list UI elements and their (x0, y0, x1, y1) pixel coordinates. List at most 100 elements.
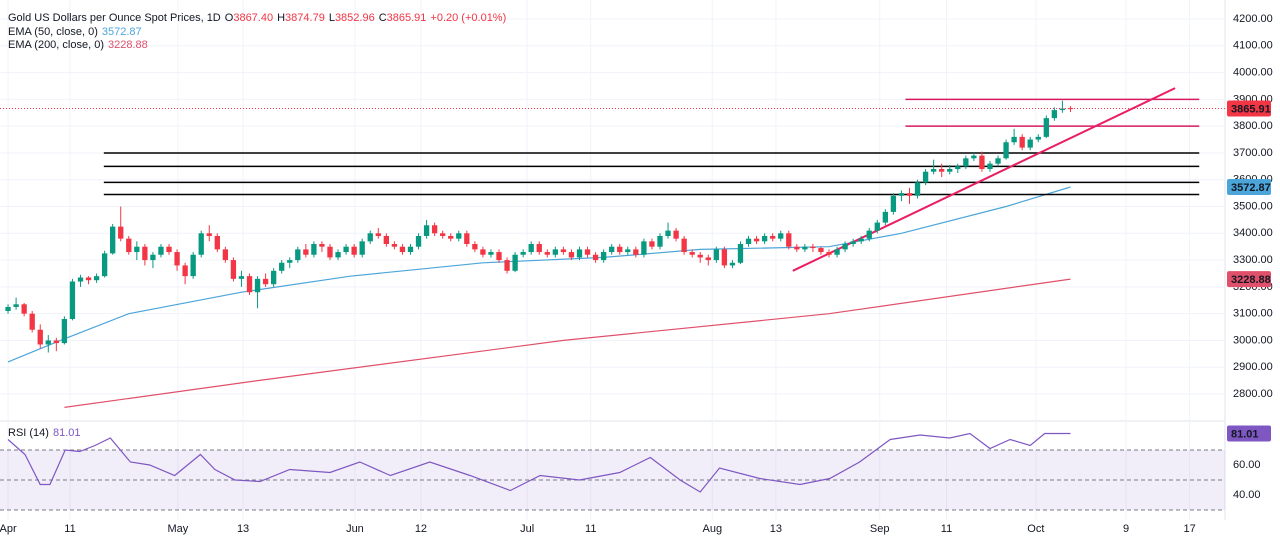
y-tick-label: 3100.00 (1233, 308, 1273, 320)
axis-tag (1227, 178, 1271, 195)
candle-body (810, 246, 816, 249)
y-tick-label: 4100.00 (1233, 40, 1273, 52)
axis-tag-label: 3865.91 (1231, 103, 1271, 115)
y-tick-label: 2900.00 (1233, 361, 1273, 373)
candle-body (552, 249, 559, 255)
candle-body (1043, 118, 1049, 137)
x-tick-label: 11 (585, 523, 596, 535)
candle-body (963, 158, 969, 167)
x-tick-label: 11 (941, 523, 952, 535)
candle-body (1019, 136, 1025, 148)
rsi-tick-label: 40.00 (1233, 489, 1261, 501)
candle-body (995, 158, 1001, 164)
candle-body (472, 244, 478, 250)
candle-body (592, 254, 599, 261)
candle-body (110, 226, 116, 254)
y-tick-label: 3500.00 (1233, 200, 1273, 212)
candle-body (955, 166, 961, 170)
candle-body (287, 260, 293, 263)
c-prefix: C (379, 12, 387, 24)
candle-body (198, 233, 204, 255)
candle-body (496, 252, 502, 261)
x-tick-label: 17 (1183, 523, 1195, 535)
candle-body (69, 281, 76, 320)
candle-body (1067, 108, 1074, 110)
candle-body (930, 169, 937, 172)
y-tick-label: 3400.00 (1233, 227, 1273, 239)
candle-body (625, 249, 631, 253)
candle-body (842, 244, 848, 250)
x-tick-label: 13 (237, 523, 249, 535)
candle-body (13, 304, 19, 307)
candle-body (29, 313, 35, 330)
candle-body (713, 249, 719, 261)
candle-body (786, 233, 792, 247)
l-prefix: L (329, 12, 335, 24)
x-tick-label: 9 (1123, 523, 1129, 535)
y-tick-label: 4000.00 (1233, 66, 1273, 78)
candle-body (689, 252, 695, 255)
x-tick-label: Oct (1027, 523, 1044, 535)
chart-header: Gold US Dollars per Ounce Spot Prices, 1… (8, 12, 506, 24)
legend-ema50: EMA (50, close, 0) 3572.87 (8, 26, 142, 38)
y-tick-label: 3800.00 (1233, 120, 1273, 132)
candle-body (77, 277, 84, 282)
candle-body (826, 252, 832, 255)
candle-body (456, 233, 462, 239)
rsi-name: RSI (14) (8, 427, 49, 439)
candle-body (407, 246, 414, 253)
candle-body (979, 155, 985, 170)
x-tick-label: 12 (415, 523, 427, 535)
candle-body (1011, 136, 1017, 143)
x-tick-label: Sep (870, 523, 890, 535)
candle-body (391, 244, 398, 247)
candle-body (947, 169, 953, 172)
candle-body (311, 244, 317, 255)
candle-body (794, 246, 800, 250)
axis-tag (1227, 100, 1271, 117)
candle-body (939, 169, 945, 172)
candle-body (906, 193, 913, 196)
candle-body (190, 254, 196, 277)
candle-body (182, 265, 188, 277)
candle-body (230, 260, 237, 279)
h-prefix: H (277, 12, 285, 24)
candle-body (134, 246, 140, 253)
candle-body (37, 329, 43, 345)
candle-body (142, 246, 148, 261)
axis-tag (1227, 425, 1271, 442)
o-prefix: O (225, 12, 234, 24)
x-tick-label: Jul (520, 523, 534, 535)
candle-body (971, 155, 977, 159)
rsi-value: 81.01 (53, 427, 81, 439)
candle-body (53, 340, 59, 344)
candle-body (93, 276, 100, 281)
candle-body (512, 254, 518, 271)
candle-body (214, 235, 220, 250)
candle-body (737, 244, 744, 263)
candle-body (778, 233, 784, 239)
x-tick-label: 11 (64, 523, 75, 535)
candle-body (576, 249, 583, 258)
rsi-line (7, 432, 1071, 493)
candle-body (399, 246, 406, 253)
candle-body (882, 211, 889, 223)
candle-body (440, 233, 446, 236)
candle-body (343, 246, 349, 253)
x-tick-label: May (167, 523, 188, 535)
candle-body (898, 193, 905, 196)
candle-body (633, 249, 639, 255)
candle-body (415, 235, 422, 247)
candle-body (448, 235, 454, 239)
candle-body (641, 241, 647, 255)
candle-body (866, 230, 872, 239)
axis-tag-label: 81.01 (1231, 428, 1259, 440)
x-tick-label: Aug (703, 523, 723, 535)
legend-value: 3228.88 (108, 39, 148, 51)
candle-body (279, 262, 285, 271)
candle-body (802, 246, 808, 250)
trend-line (792, 87, 1176, 272)
candle-body (262, 278, 269, 285)
axis-tag-label: 3572.87 (1231, 182, 1271, 194)
rsi-tick-label: 60.00 (1233, 459, 1261, 471)
